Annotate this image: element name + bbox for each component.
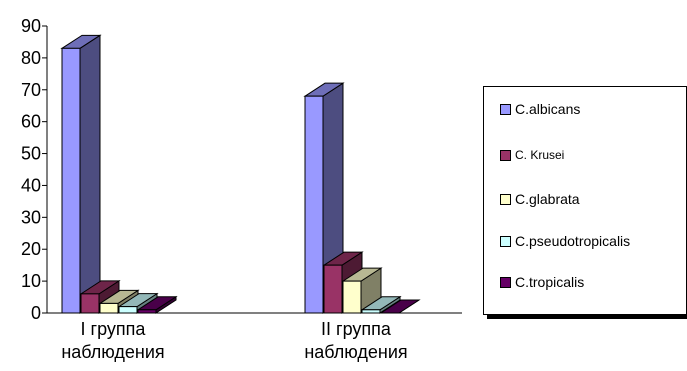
x-category-label: наблюдения bbox=[61, 342, 164, 362]
bar-c-albicans-group-1-side bbox=[79, 34, 101, 314]
y-tick-label: 20 bbox=[21, 239, 41, 259]
legend-swatch-pseudotropicalis bbox=[500, 235, 511, 247]
bar-c-pseudotropicalis-group-1-front bbox=[118, 306, 138, 314]
legend-item-albicans: C.albicans bbox=[500, 101, 580, 117]
y-tick-label: 40 bbox=[21, 175, 41, 195]
legend-label-pseudotropicalis: C.pseudotropicalis bbox=[515, 233, 631, 249]
legend-item-glabrata: C.glabrata bbox=[500, 191, 580, 207]
bar-c-pseudotropicalis-group-2-front bbox=[361, 309, 381, 314]
bar-c-glabrata-group-2-front bbox=[342, 280, 362, 314]
legend: C.albicans C. Krusei C.glabrata C.pseudo… bbox=[483, 86, 687, 315]
legend-item-tropicalis: C.tropicalis bbox=[500, 274, 584, 290]
legend-item-krusei: C. Krusei bbox=[500, 148, 564, 162]
y-tick-label: 60 bbox=[21, 112, 41, 132]
y-tick-label: 0 bbox=[31, 303, 41, 323]
x-category-label: II группа bbox=[321, 319, 392, 339]
legend-label-tropicalis: C.tropicalis bbox=[515, 274, 585, 290]
legend-swatch-krusei bbox=[500, 149, 511, 161]
y-tick-label: 90 bbox=[21, 16, 41, 36]
y-tick-label: 10 bbox=[21, 271, 41, 291]
bar-c-albicans-group-1-front bbox=[61, 47, 81, 314]
bar-c-krusei-group-2-front bbox=[323, 264, 343, 314]
bar-c-tropicalis-group-1-front bbox=[137, 309, 157, 314]
y-tick-label: 50 bbox=[21, 144, 41, 164]
y-tick-label: 80 bbox=[21, 48, 41, 68]
legend-label-glabrata: C.glabrata bbox=[515, 191, 580, 207]
x-category-label: I группа bbox=[81, 319, 147, 339]
legend-swatch-tropicalis bbox=[500, 276, 511, 288]
bar-c-krusei-group-1-front bbox=[80, 293, 100, 314]
legend-label-albicans: C.albicans bbox=[515, 101, 581, 117]
y-tick-label: 30 bbox=[21, 207, 41, 227]
bar-c-glabrata-group-1-front bbox=[99, 302, 119, 314]
legend-label-krusei: C. Krusei bbox=[515, 148, 565, 162]
legend-swatch-albicans bbox=[500, 103, 511, 115]
legend-item-pseudotropicalis: C.pseudotropicalis bbox=[500, 233, 630, 249]
x-category-label: наблюдения bbox=[304, 342, 407, 362]
legend-swatch-glabrata bbox=[500, 193, 511, 205]
bar-c-albicans-group-2-front bbox=[304, 95, 324, 314]
y-tick-label: 70 bbox=[21, 80, 41, 100]
